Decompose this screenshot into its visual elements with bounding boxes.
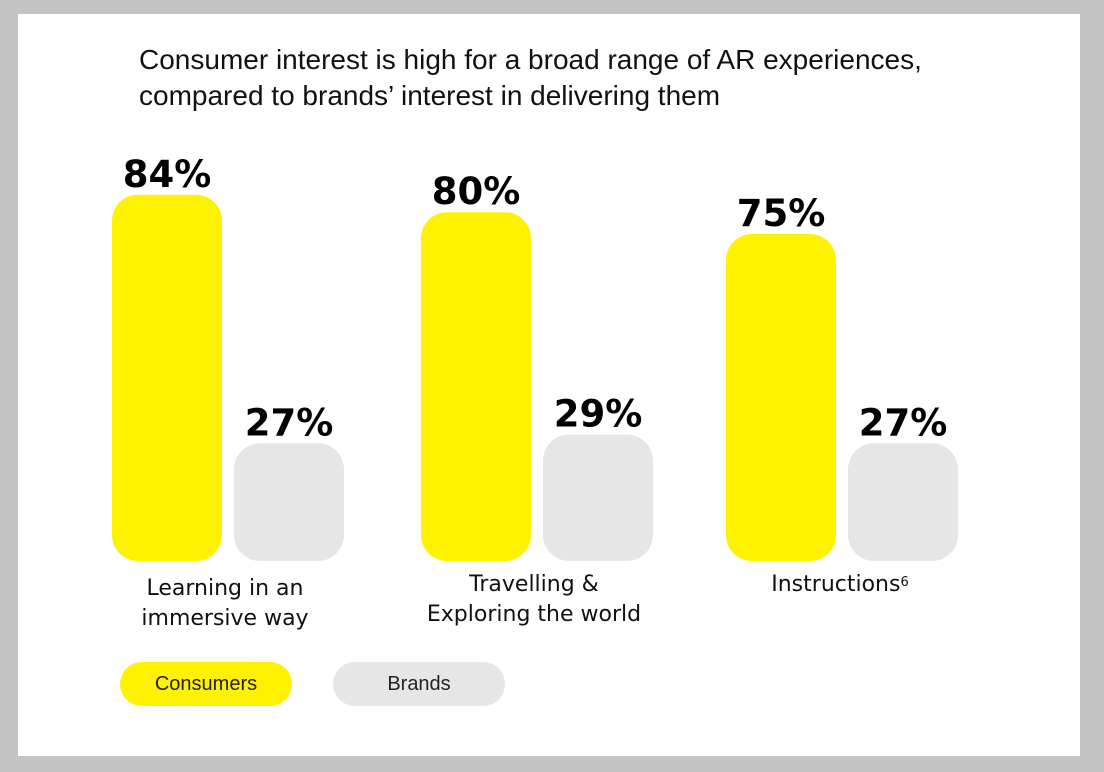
category-label-instructions: Instructions6 [771, 572, 909, 597]
value-label-consumers-instructions: 75% [737, 192, 826, 235]
chart-card: Consumer interest is high for a broad ra… [18, 14, 1080, 756]
chart-subtitle: compared to brands’ interest in deliveri… [139, 80, 721, 111]
category-label-learning: Learning in an immersive way [141, 576, 309, 631]
chart-title: Consumer interest is high for a broad ra… [139, 42, 1039, 114]
bar-brands-learning [234, 443, 344, 561]
bar-chart: 84% 27% 80% 29% 75% 27% [112, 153, 958, 561]
value-label-brands-travelling: 29% [554, 393, 643, 436]
category-label-travelling: Travelling & Exploring the world [426, 572, 642, 627]
value-label-consumers-travelling: 80% [432, 170, 521, 213]
bar-consumers-travelling [421, 212, 531, 561]
value-label-consumers-learning: 84% [123, 153, 212, 196]
bar-consumers-learning [112, 194, 222, 561]
value-label-brands-instructions: 27% [859, 401, 948, 444]
legend-item-brands: Brands [333, 662, 505, 706]
legend-item-consumers: Consumers [120, 662, 292, 706]
bar-brands-travelling [543, 434, 653, 561]
bar-consumers-instructions [726, 234, 836, 561]
bar-brands-instructions [848, 443, 958, 561]
value-label-brands-learning: 27% [245, 401, 334, 444]
chart-title-line-1: Consumer interest is high for a broad ra… [139, 44, 922, 75]
